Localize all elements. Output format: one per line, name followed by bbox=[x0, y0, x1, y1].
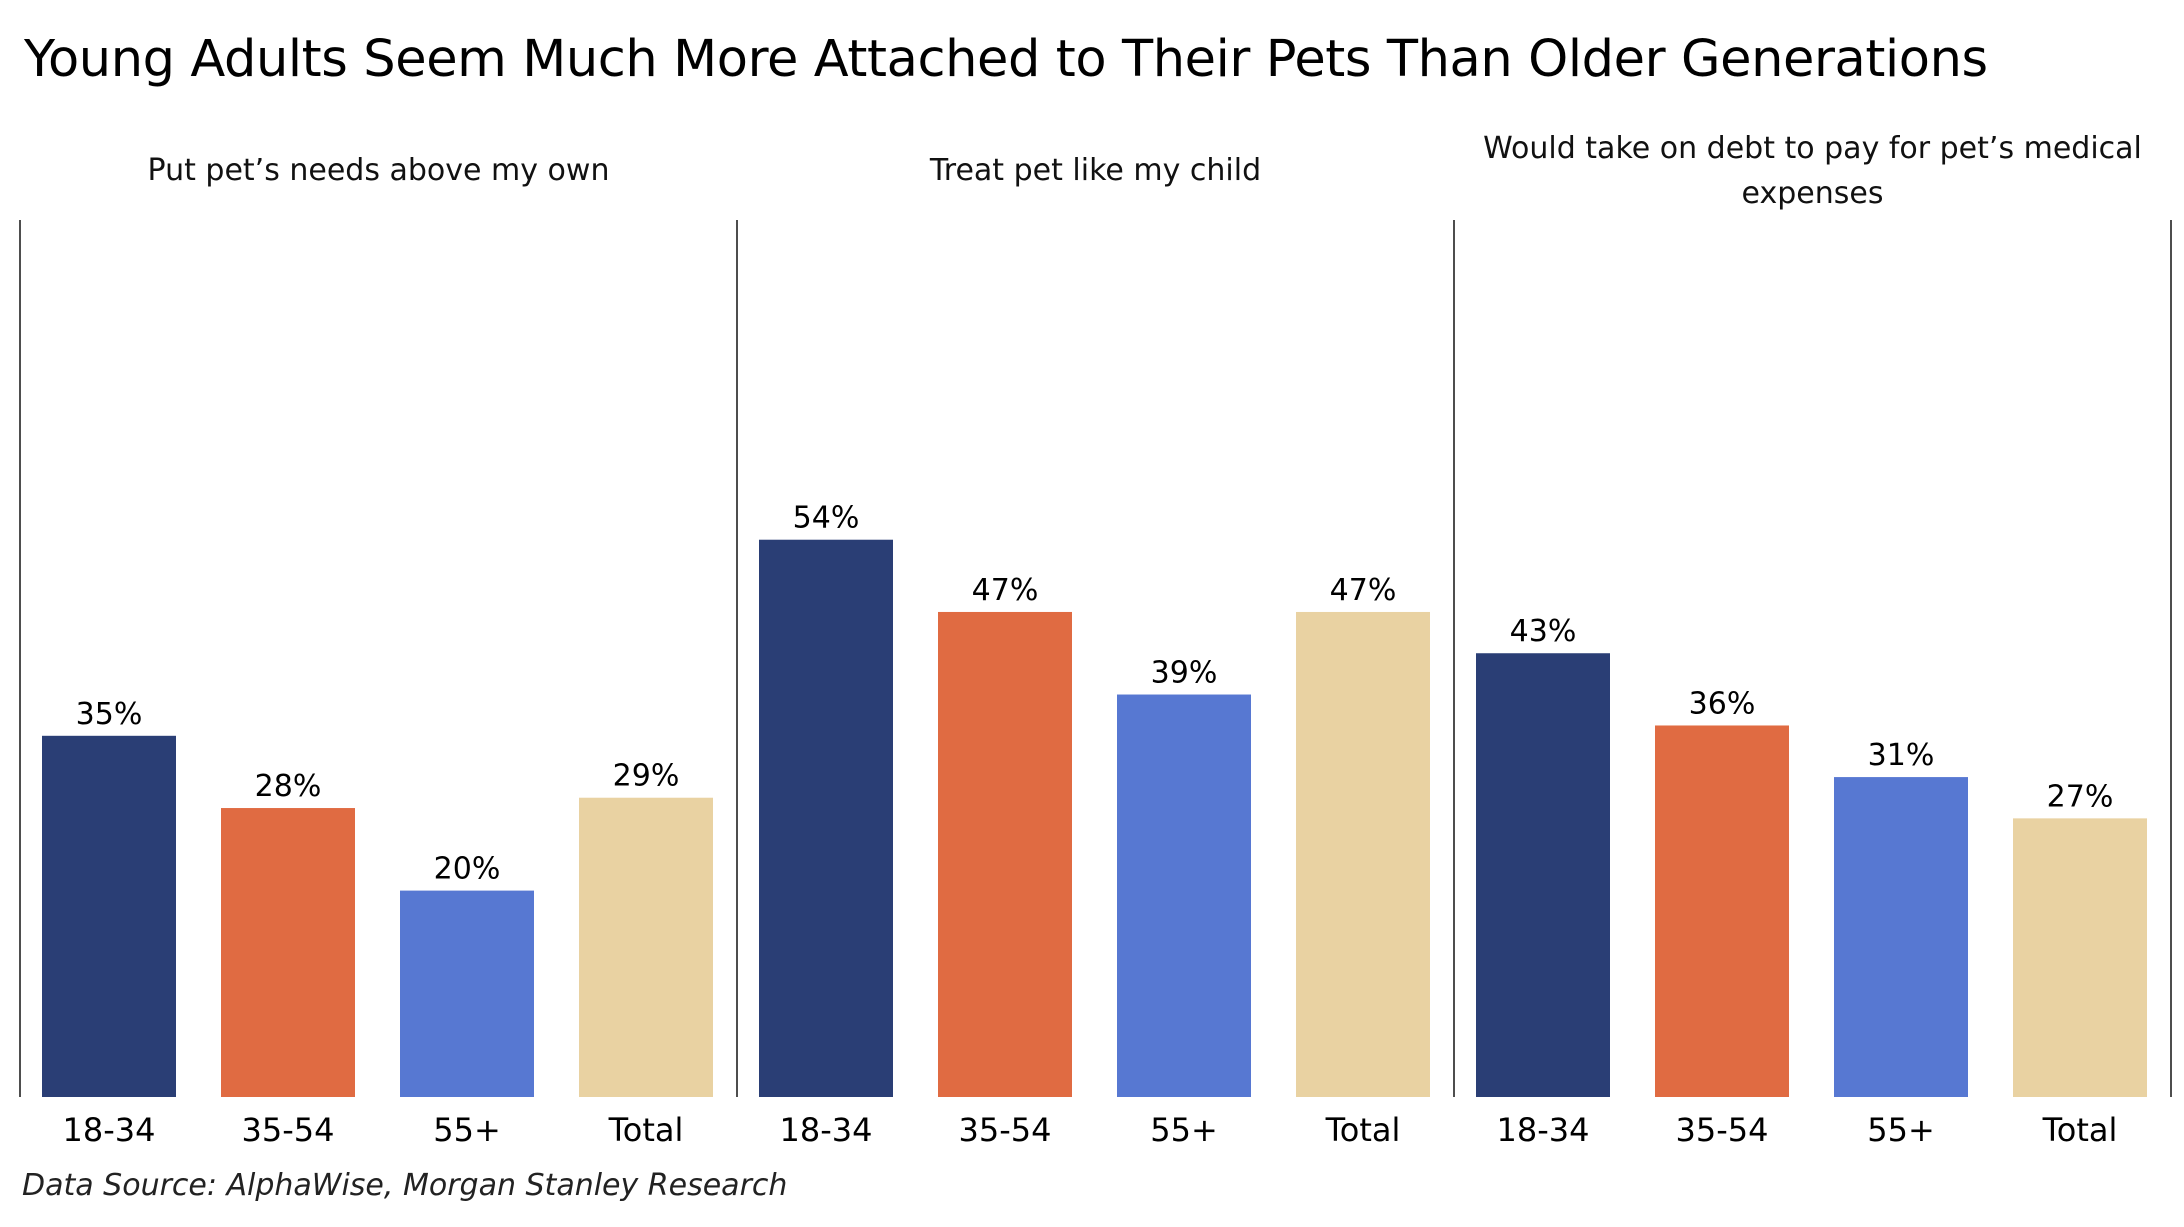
category-tick-label: 35-54 bbox=[242, 1111, 335, 1149]
category-tick-label: Total bbox=[608, 1111, 684, 1149]
bar-value-label: 36% bbox=[1689, 686, 1756, 721]
bar-value-label: 43% bbox=[1510, 614, 1577, 649]
category-tick-label: 55+ bbox=[433, 1111, 501, 1149]
category-tick-label: 55+ bbox=[1867, 1111, 1935, 1149]
bar bbox=[400, 890, 534, 1097]
bar-value-label: 20% bbox=[434, 852, 501, 887]
bar bbox=[42, 735, 176, 1097]
bar-value-label: 47% bbox=[972, 573, 1039, 608]
chart-title: Young Adults Seem Much More Attached to … bbox=[24, 30, 1988, 89]
bar bbox=[221, 808, 355, 1097]
bar-value-label: 39% bbox=[1151, 656, 1218, 691]
panel-title: expenses bbox=[1742, 176, 1884, 211]
category-tick-label: 18-34 bbox=[1497, 1111, 1590, 1149]
panel-title: Put pet’s needs above my own bbox=[148, 153, 610, 188]
bar bbox=[2013, 818, 2147, 1097]
bar-value-label: 54% bbox=[793, 501, 860, 536]
bar-value-label: 28% bbox=[255, 769, 322, 804]
category-tick-label: Total bbox=[1325, 1111, 1401, 1149]
bar bbox=[1655, 725, 1789, 1097]
category-tick-label: 35-54 bbox=[1676, 1111, 1769, 1149]
category-tick-label: 18-34 bbox=[63, 1111, 156, 1149]
category-tick-label: 55+ bbox=[1150, 1111, 1218, 1149]
panel-title: Would take on debt to pay for pet’s medi… bbox=[1483, 131, 2142, 166]
category-tick-label: Total bbox=[2042, 1111, 2118, 1149]
bar bbox=[1476, 653, 1610, 1097]
bar-value-label: 29% bbox=[613, 759, 680, 794]
bar bbox=[1296, 611, 1430, 1097]
category-tick-label: 35-54 bbox=[959, 1111, 1052, 1149]
panel-title: Treat pet like my child bbox=[929, 153, 1261, 188]
bar-value-label: 47% bbox=[1330, 573, 1397, 608]
bar bbox=[1834, 777, 1968, 1097]
bar bbox=[938, 611, 1072, 1097]
bar bbox=[579, 797, 713, 1097]
bar-value-label: 31% bbox=[1868, 738, 1935, 773]
bar bbox=[1117, 694, 1251, 1097]
bar bbox=[759, 539, 893, 1097]
bar-value-label: 35% bbox=[76, 697, 143, 732]
bar-value-label: 27% bbox=[2047, 779, 2114, 814]
data-source-note: Data Source: AlphaWise, Morgan Stanley R… bbox=[22, 1168, 788, 1203]
category-tick-label: 18-34 bbox=[780, 1111, 873, 1149]
